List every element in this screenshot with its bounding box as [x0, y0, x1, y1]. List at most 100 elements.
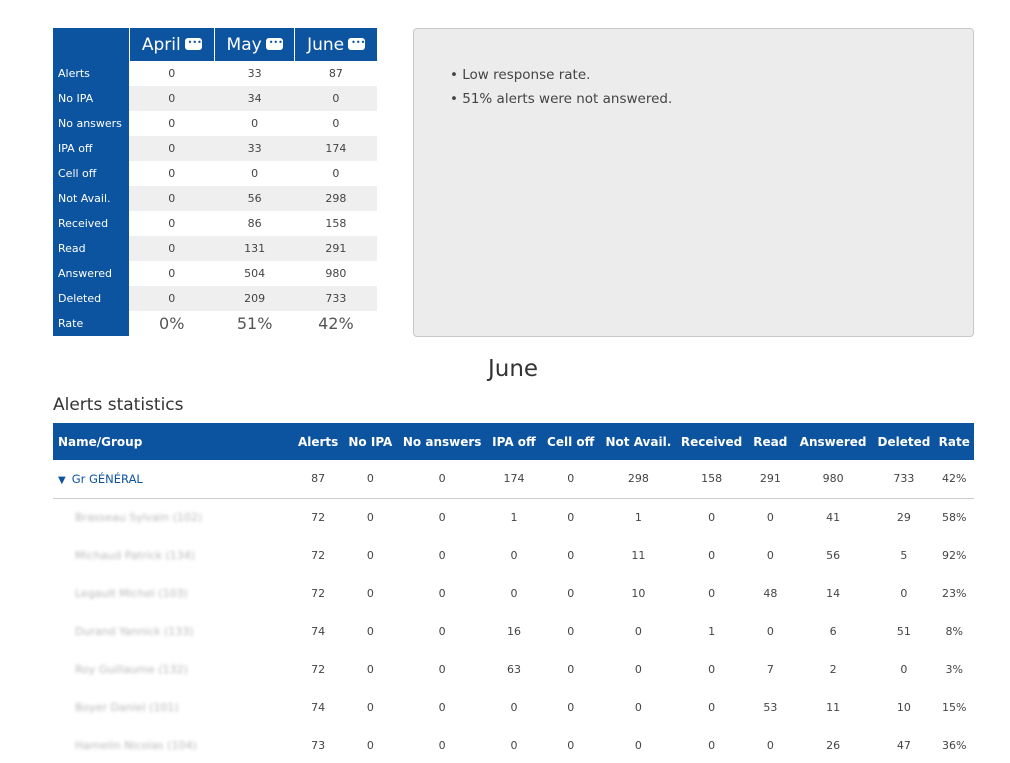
stat-cell: 0 [567, 700, 575, 714]
stat-cell: 0 [366, 700, 374, 714]
column-header-cell-off[interactable]: Cell off [540, 423, 602, 460]
summary-row-label: IPA off [53, 136, 129, 161]
stat-cell: 0 [438, 738, 446, 752]
member-row[interactable]: Roy Guillaume (132) 72 0 0 63 0 0 0 7 2 0 3% [53, 650, 974, 688]
member-name[interactable]: Brasseau Sylvain (102) [75, 510, 203, 524]
summary-cell: 0 [129, 86, 215, 111]
member-name[interactable]: Legault Michel (103) [75, 586, 188, 600]
summary-cell: 980 [325, 267, 347, 280]
stat-cell: 10 [896, 700, 911, 714]
stat-cell: 733 [873, 460, 935, 499]
summary-cell: 733 [294, 286, 377, 311]
stat-cell: 63 [506, 662, 521, 676]
member-row[interactable]: Michaud Patrick (134) 72 0 0 0 0 11 0 0 56 5 92% [53, 536, 974, 574]
stat-cell: 72 [311, 662, 326, 676]
stat-cell: 0 [634, 624, 642, 638]
group-row[interactable]: ▼ Gr GÉNÉRAL 87 0 0 174 0 298 158 291 980… [53, 460, 974, 499]
summary-cell: 86 [247, 217, 262, 230]
member-row[interactable]: Brasseau Sylvain (102) 72 0 0 1 0 1 0 0 41 29 58% [53, 498, 974, 536]
column-header-name-group[interactable]: Name/Group [53, 423, 293, 460]
month-column-june[interactable]: June [294, 28, 377, 61]
summary-cell: 504 [244, 267, 266, 280]
summary-row-label: Read [53, 236, 129, 261]
column-header-read[interactable]: Read [747, 423, 793, 460]
section-title: Alerts statistics [53, 395, 184, 415]
member-name[interactable]: Roy Guillaume (132) [75, 662, 188, 676]
member-name[interactable]: Michaud Patrick (134) [75, 548, 196, 562]
member-row[interactable]: Hamelin Nicolas (104) 73 0 0 0 0 0 0 0 26 47 36% [53, 726, 974, 763]
column-header-alerts[interactable]: Alerts [292, 423, 345, 460]
stat-cell: 0 [344, 460, 397, 499]
member-name-cell[interactable]: Legault Michel (103) [53, 574, 292, 612]
member-name-cell[interactable]: Hamelin Nicolas (104) [53, 726, 292, 763]
column-header-deleted[interactable]: Deleted [873, 423, 935, 460]
comment-icon[interactable] [265, 37, 283, 50]
column-header-no-answers[interactable]: No answers [396, 423, 488, 460]
stat-cell: 15% [942, 700, 967, 714]
stat-cell: 0 [900, 662, 908, 676]
comment-icon[interactable] [348, 37, 365, 50]
column-header-ipa-off[interactable]: IPA off [487, 423, 541, 460]
member-name[interactable]: Boyer Daniel (101) [75, 700, 179, 714]
stat-cell: 14 [826, 586, 841, 600]
column-header-received[interactable]: Received [675, 423, 748, 460]
stat-cell: 0 [766, 624, 774, 638]
month-column-may[interactable]: May [213, 28, 295, 61]
stat-cell: 0 [900, 586, 908, 600]
member-name-cell[interactable]: Michaud Patrick (134) [53, 536, 292, 574]
stat-cell: 1 [510, 510, 518, 524]
summary-cell: 0 [168, 67, 176, 80]
summary-row: Deleted 0 209 733 [53, 286, 377, 311]
member-row[interactable]: Legault Michel (103) 72 0 0 0 0 10 0 48 14 0 23% [53, 574, 974, 612]
summary-row-label: Cell off [53, 161, 129, 186]
member-name[interactable]: Hamelin Nicolas (104) [75, 738, 197, 752]
member-row[interactable]: Boyer Daniel (101) 74 0 0 0 0 0 0 53 11 10 15% [53, 688, 974, 726]
member-row[interactable]: Durand Yannick (133) 74 0 0 16 0 0 1 0 6 51 8% [53, 612, 974, 650]
month-column-april[interactable]: April [128, 28, 215, 61]
month-heading: June [487, 356, 539, 382]
summary-cell: 291 [294, 236, 377, 261]
stat-cell: 48 [763, 586, 778, 600]
stat-cell: 56 [826, 548, 841, 562]
stat-cell: 0 [438, 586, 446, 600]
comment-icon[interactable] [184, 37, 202, 50]
alerts-statistics-table: Name/Group Alerts No IPA No answers IPA … [53, 423, 974, 763]
stat-cell: 0 [567, 510, 575, 524]
stat-cell: 36% [942, 738, 967, 752]
summary-row: Cell off 0 0 0 [53, 161, 377, 186]
stat-cell: 42% [934, 460, 974, 499]
stat-cell: 72 [311, 586, 326, 600]
stat-cell: 0 [366, 662, 374, 676]
member-name[interactable]: Durand Yannick (133) [75, 624, 194, 638]
summary-header-row: April May June [53, 28, 377, 61]
stat-cell: 72 [311, 548, 326, 562]
stat-cell: 0 [510, 586, 518, 600]
summary-cell: 0 [129, 286, 215, 311]
stat-cell: 0 [766, 548, 774, 562]
summary-cell: 0 [129, 136, 215, 161]
member-name-cell[interactable]: Brasseau Sylvain (102) [53, 498, 292, 536]
stat-cell: 0 [366, 624, 374, 638]
summary-cell: 298 [294, 186, 377, 211]
summary-cell: 0 [168, 117, 176, 130]
stat-cell: 0 [567, 624, 575, 638]
column-header-answered[interactable]: Answered [792, 423, 874, 460]
group-name[interactable]: Gr GÉNÉRAL [71, 471, 143, 486]
group-name-cell[interactable]: ▼ Gr GÉNÉRAL [53, 460, 293, 499]
column-header-no-ipa[interactable]: No IPA [344, 423, 397, 460]
summary-rate-row: Rate 0% 51% 42% [53, 311, 377, 336]
stat-cell: 0 [766, 738, 774, 752]
summary-cell: 0 [251, 117, 259, 130]
summary-cell: 0 [294, 86, 377, 111]
column-header-rate[interactable]: Rate [934, 423, 974, 460]
member-name-cell[interactable]: Boyer Daniel (101) [53, 688, 292, 726]
member-name-cell[interactable]: Roy Guillaume (132) [53, 650, 292, 688]
member-name-cell[interactable]: Durand Yannick (133) [53, 612, 292, 650]
expand-triangle-icon[interactable]: ▼ [58, 474, 66, 486]
summary-cell: 131 [214, 236, 295, 261]
summary-cell: 0 [168, 217, 176, 230]
note-item: • Low response rate. [450, 67, 591, 83]
summary-row: Received 0 86 158 [53, 211, 377, 236]
stat-cell: 0 [567, 548, 575, 562]
column-header-not-avail[interactable]: Not Avail. [601, 423, 676, 460]
